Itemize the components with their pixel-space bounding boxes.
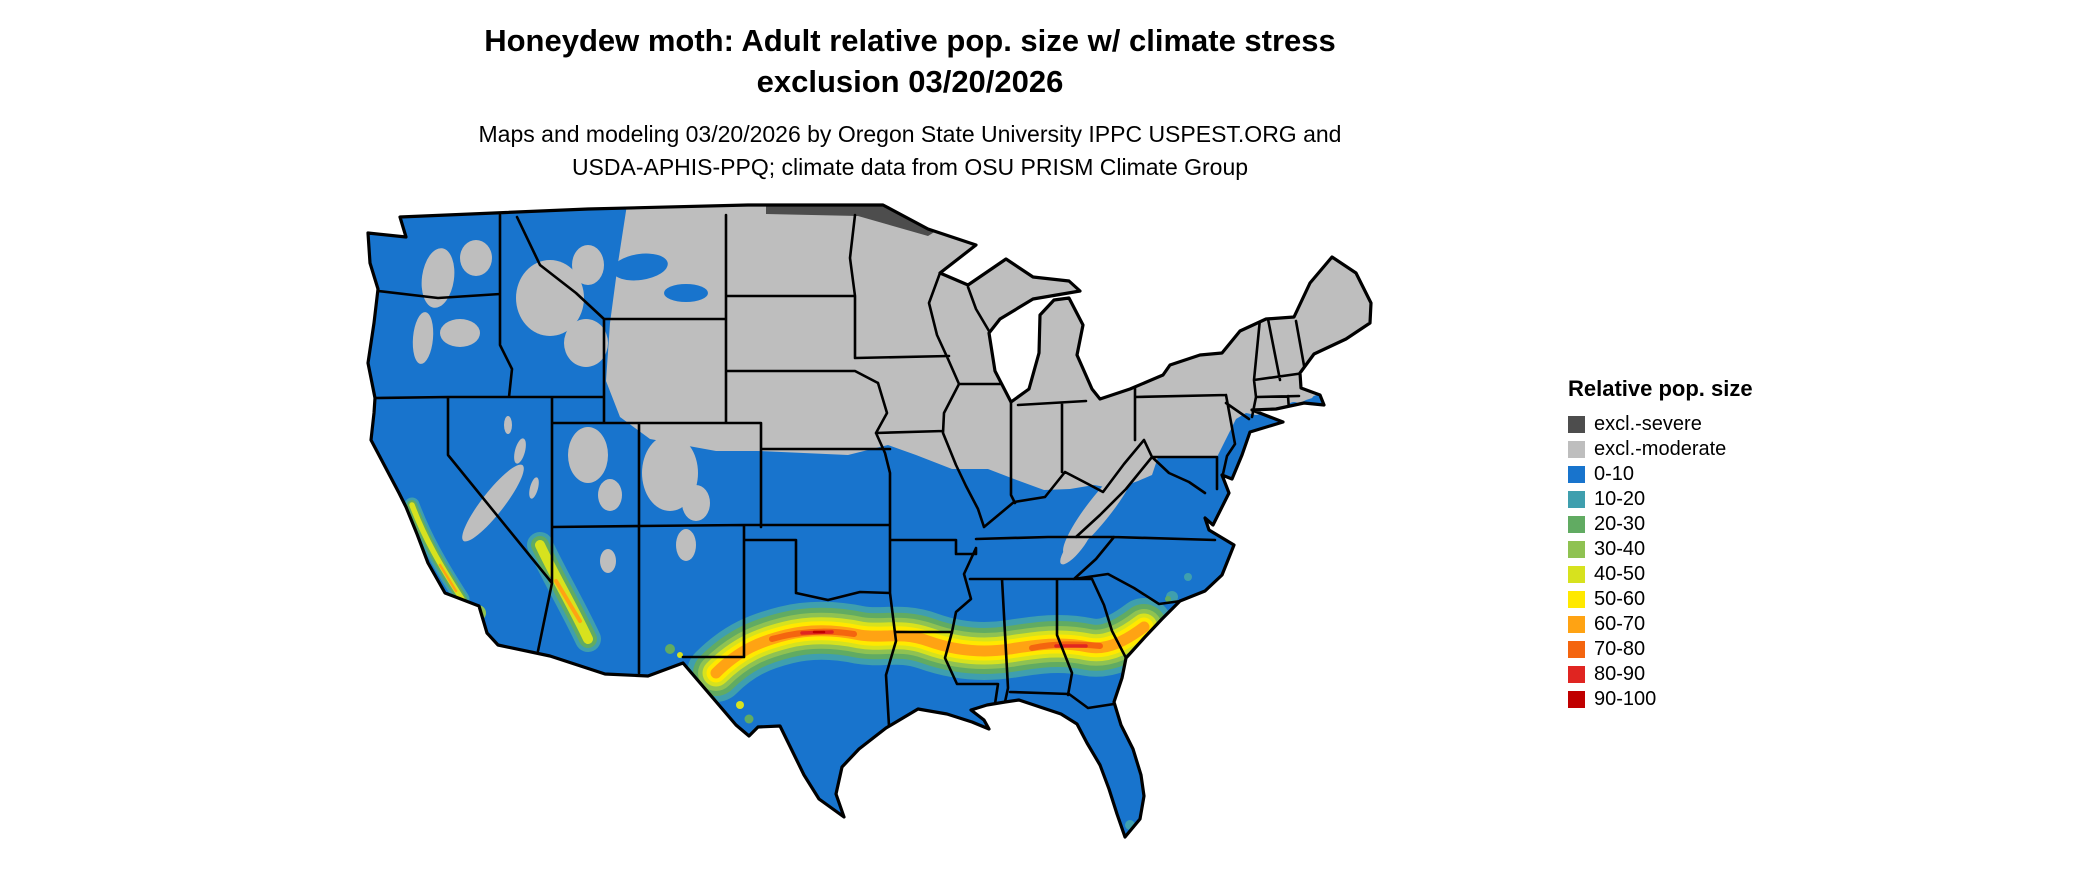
legend-title: Relative pop. size: [1568, 376, 1753, 401]
legend-swatch: [1568, 441, 1585, 458]
legend-label: 0-10: [1594, 463, 1635, 485]
legend-item-30-40: 30-40: [1568, 537, 1753, 562]
legend-item-80-90: 80-90: [1568, 662, 1753, 687]
legend-swatch: [1568, 416, 1585, 433]
legend-label: 60-70: [1594, 613, 1646, 635]
legend-item-0-10: 0-10: [1568, 462, 1753, 487]
legend-swatch: [1568, 491, 1585, 508]
population-band-arizona: [527, 532, 601, 652]
legend-label: 10-20: [1594, 488, 1646, 510]
legend-item-90-100: 90-100: [1568, 687, 1753, 712]
legend-swatch: [1568, 466, 1585, 483]
legend-label: 70-80: [1594, 638, 1646, 660]
legend-item-40-50: 40-50: [1568, 562, 1753, 587]
legend-item-excl.-moderate: excl.-moderate: [1568, 437, 1753, 462]
legend-label: excl.-severe: [1594, 413, 1702, 435]
legend-swatch: [1568, 641, 1585, 658]
legend-item-50-60: 50-60: [1568, 587, 1753, 612]
legend-swatch: [1568, 616, 1585, 633]
legend-label: 90-100: [1594, 688, 1657, 710]
legend-swatch: [1568, 666, 1585, 683]
legend: Relative pop. size excl.-severe excl.-mod…: [1568, 376, 1753, 712]
legend-label: 50-60: [1594, 588, 1646, 610]
us-outline: [366, 203, 1373, 839]
legend-item-20-30: 20-30: [1568, 512, 1753, 537]
legend-item-70-80: 70-80: [1568, 637, 1753, 662]
legend-label: 80-90: [1594, 663, 1646, 685]
legend-swatch: [1568, 541, 1585, 558]
legend-swatch: [1568, 566, 1585, 583]
state-borders: [373, 213, 1307, 728]
legend-label: excl.-moderate: [1594, 438, 1727, 460]
legend-swatch: [1568, 691, 1585, 708]
legend-rows: excl.-severe excl.-moderate 0-10 10-20 20-30…: [1568, 412, 1753, 712]
legend-swatch: [1568, 591, 1585, 608]
figure-subtitle-line1: Maps and modeling 03/20/2026 by Oregon S…: [478, 121, 1342, 147]
legend-swatch: [1568, 516, 1585, 533]
legend-label: 40-50: [1594, 563, 1646, 585]
legend-label: 30-40: [1594, 538, 1646, 560]
legend-item-excl.-severe: excl.-severe: [1568, 412, 1753, 437]
us-map: [366, 203, 1373, 839]
legend-item-60-70: 60-70: [1568, 612, 1753, 637]
figure-title-line2: exclusion 03/20/2026: [756, 64, 1064, 99]
legend-label: 20-30: [1594, 513, 1646, 535]
region-excl-severe: [766, 206, 936, 236]
figure-subtitle-line2: USDA-APHIS-PPQ; climate data from OSU PR…: [571, 154, 1249, 180]
figure-title-line1: Honeydew moth: Adult relative pop. size …: [484, 23, 1336, 58]
population-band-south: [687, 598, 1173, 702]
region-excl-moderate-patches: [412, 240, 1137, 573]
legend-item-10-20: 10-20: [1568, 487, 1753, 512]
title-block: Honeydew moth: Adult relative pop. size …: [290, 20, 1530, 184]
